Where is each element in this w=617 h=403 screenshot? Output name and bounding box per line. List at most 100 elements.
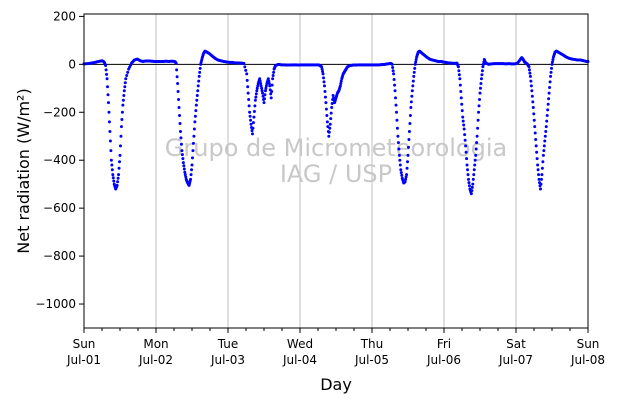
data-point-541 (460, 102, 464, 106)
data-point-157 (193, 114, 197, 118)
data-point-461 (404, 175, 408, 179)
data-point-680 (544, 129, 548, 133)
x-tick-label-date-1: Jul-02 (138, 353, 173, 367)
data-point-459 (403, 180, 407, 184)
data-point-649 (529, 79, 533, 83)
data-point-32 (109, 149, 113, 153)
data-point-585 (481, 65, 485, 69)
x-tick-label-day-6: Sat (506, 337, 526, 351)
data-point-336 (322, 84, 326, 88)
data-point-474 (410, 89, 414, 93)
data-point-125 (178, 121, 182, 125)
data-point-54 (119, 125, 123, 129)
data-point-51 (118, 153, 122, 157)
data-point-652 (530, 94, 534, 98)
data-point-467 (407, 137, 411, 141)
data-point-129 (180, 149, 184, 153)
data-point-252 (259, 84, 263, 88)
data-point-551 (465, 157, 469, 161)
data-point-480 (413, 62, 417, 66)
watermark-line-2: IAG / USP (280, 160, 392, 188)
data-point-345 (327, 134, 331, 138)
data-point-444 (396, 134, 400, 138)
data-point-673 (540, 166, 544, 170)
data-point-571 (474, 147, 478, 151)
data-point-27 (106, 101, 110, 105)
data-point-267 (266, 77, 270, 81)
data-point-332 (321, 70, 325, 74)
data-point-477 (412, 74, 416, 78)
data-point-580 (478, 86, 482, 90)
data-point-481 (414, 60, 418, 64)
data-point-36 (111, 173, 115, 177)
data-point-153 (191, 141, 195, 145)
data-point-23 (105, 72, 109, 76)
data-point-154 (192, 134, 196, 138)
data-point-165 (197, 74, 201, 78)
data-point-228 (248, 110, 252, 114)
data-point-29 (107, 120, 111, 124)
data-point-665 (537, 173, 541, 177)
data-point-234 (250, 132, 254, 136)
data-point-236 (251, 121, 255, 125)
data-point-683 (545, 113, 549, 117)
data-point-123 (177, 105, 181, 109)
data-point-655 (532, 112, 536, 116)
x-tick-label-date-7: Jul-08 (570, 353, 605, 367)
data-point-155 (192, 127, 196, 131)
data-point-537 (458, 77, 462, 81)
data-point-677 (542, 144, 546, 148)
data-point-277 (271, 74, 275, 78)
y-tick-label-0: 200 (53, 9, 76, 23)
data-point-278 (272, 70, 276, 74)
data-point-658 (533, 131, 537, 135)
data-point-675 (541, 153, 545, 157)
data-point-535 (457, 69, 461, 73)
data-point-220 (243, 65, 247, 69)
data-point-371 (339, 79, 343, 83)
data-point-676 (542, 149, 546, 153)
data-point-689 (548, 80, 552, 84)
data-point-479 (413, 66, 417, 70)
data-point-260 (263, 93, 267, 97)
data-point-482 (414, 58, 418, 62)
data-point-31 (108, 139, 112, 143)
data-point-684 (546, 108, 550, 112)
data-point-130 (180, 153, 184, 157)
data-point-127 (179, 136, 183, 140)
data-point-691 (549, 70, 553, 74)
data-point-119 (175, 75, 179, 79)
data-point-569 (473, 158, 477, 162)
data-point-563 (470, 185, 474, 189)
data-point-24 (105, 77, 109, 81)
data-point-222 (245, 72, 249, 76)
x-tick-label-date-4: Jul-05 (354, 353, 389, 367)
data-point-255 (261, 91, 265, 95)
data-point-148 (189, 173, 193, 177)
data-point-565 (471, 177, 475, 181)
data-point-679 (543, 134, 547, 138)
data-point-465 (406, 153, 410, 157)
data-point-685 (546, 102, 550, 106)
data-point-554 (466, 173, 470, 177)
data-point-26 (106, 93, 110, 97)
data-point-550 (464, 150, 468, 154)
data-point-672 (540, 173, 544, 177)
y-tick-label-4: −600 (43, 201, 76, 215)
y-tick-label-3: −400 (43, 153, 76, 167)
data-point-583 (480, 73, 484, 77)
data-point-342 (325, 120, 329, 124)
data-point-233 (250, 129, 254, 133)
data-point-158 (194, 109, 198, 113)
data-point-446 (397, 147, 401, 151)
data-point-543 (461, 115, 465, 119)
data-point-30 (108, 129, 112, 133)
data-point-534 (456, 65, 460, 69)
data-point-443 (395, 126, 399, 130)
data-point-581 (479, 82, 483, 86)
data-point-120 (176, 82, 180, 86)
data-point-156 (193, 120, 197, 124)
data-point-160 (195, 98, 199, 102)
data-point-348 (328, 122, 332, 126)
data-point-335 (322, 80, 326, 84)
